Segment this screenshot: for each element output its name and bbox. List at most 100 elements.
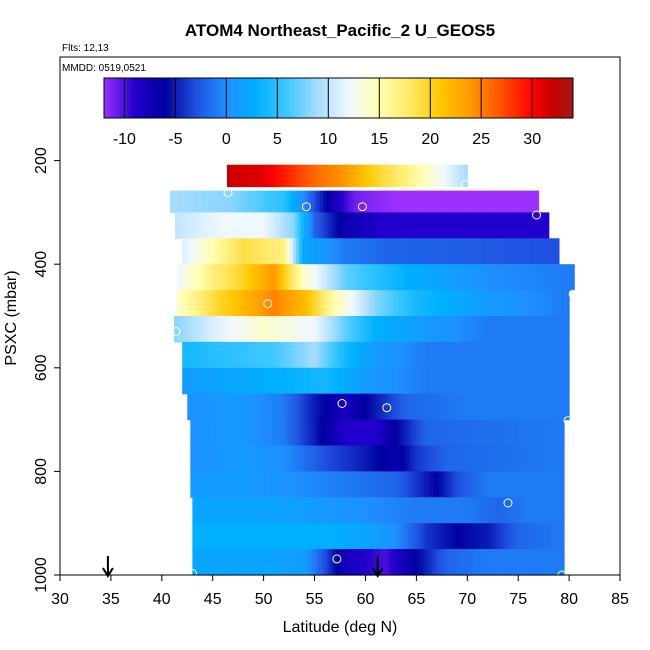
heatmap-cell: [563, 367, 567, 395]
heatmap-cell: [462, 316, 466, 343]
heatmap-cell: [409, 164, 414, 188]
heatmap-cell: [245, 341, 249, 369]
heatmap-cell: [456, 264, 460, 291]
heatmap-cell: [278, 238, 282, 265]
heatmap-cell: [193, 393, 197, 421]
heatmap-cell: [497, 367, 501, 395]
heatmap-cell: [259, 445, 263, 472]
heatmap-cell: [526, 471, 530, 498]
heatmap-cell: [313, 164, 318, 188]
y-tick-label: 1000: [33, 557, 50, 593]
heatmap-cell: [367, 212, 371, 239]
heatmap-cell: [427, 445, 431, 472]
heatmap-cell: [415, 393, 419, 421]
heatmap-cell: [510, 497, 514, 524]
heatmap-cell: [479, 238, 483, 265]
heatmap-cell: [424, 419, 428, 447]
heatmap-cell: [270, 497, 274, 524]
heatmap-cell: [235, 445, 239, 472]
heatmap-cell: [211, 419, 215, 447]
heatmap-cell: [416, 238, 420, 265]
heatmap-cell: [204, 316, 208, 343]
heatmap-cell: [199, 471, 203, 498]
heatmap-cell: [464, 341, 468, 369]
heatmap-cell: [427, 164, 432, 188]
heatmap-cell: [529, 471, 533, 498]
heatmap-cell: [246, 290, 250, 317]
heatmap-band: [190, 471, 565, 498]
heatmap-cell: [501, 264, 505, 291]
heatmap-cell: [174, 316, 178, 343]
heatmap-cell: [205, 419, 209, 447]
heatmap-cell: [427, 471, 431, 498]
heatmap-cell: [514, 445, 518, 472]
heatmap-cell: [269, 238, 273, 265]
heatmap-cell: [269, 367, 273, 395]
heatmap-cell: [331, 212, 335, 239]
heatmap-cell: [421, 471, 425, 498]
heatmap-cell: [395, 367, 399, 395]
heatmap-cell: [457, 471, 461, 498]
heatmap-cell: [172, 190, 177, 213]
heatmap-cell: [361, 419, 365, 447]
heatmap-cell: [241, 190, 246, 213]
heatmap-cell: [434, 367, 438, 395]
heatmap-cell: [551, 341, 555, 369]
heatmap-cell: [407, 367, 411, 395]
heatmap-cell: [377, 341, 381, 369]
heatmap-cell: [457, 393, 461, 421]
heatmap-cell: [392, 341, 396, 369]
heatmap-cell: [237, 497, 241, 524]
heatmap-cell: [207, 497, 211, 524]
heatmap-cell: [404, 341, 408, 369]
heatmap-cell: [452, 341, 456, 369]
heatmap-cell: [417, 290, 421, 317]
heatmap-cell: [330, 549, 334, 576]
heatmap-cell: [418, 419, 422, 447]
heatmap-cell: [477, 290, 481, 317]
heatmap-cell: [298, 393, 302, 421]
heatmap-cell: [218, 341, 222, 369]
heatmap-cell: [306, 316, 310, 343]
heatmap-cell: [406, 471, 410, 498]
heatmap-cell: [369, 264, 373, 291]
data-point: [382, 403, 392, 413]
heatmap-cell: [469, 212, 473, 239]
heatmap-cell: [552, 264, 556, 291]
heatmap-cell: [442, 190, 447, 213]
heatmap-cell: [545, 238, 549, 265]
heatmap-cell: [391, 471, 395, 498]
heatmap-cell: [394, 190, 399, 213]
heatmap-cell: [342, 497, 346, 524]
heatmap-cell: [320, 238, 324, 265]
heatmap-cell: [318, 264, 322, 291]
heatmap-cell: [543, 549, 547, 576]
heatmap-cell: [327, 290, 331, 317]
heatmap-cell: [519, 497, 523, 524]
heatmap-cell: [219, 264, 223, 291]
heatmap-cell: [313, 190, 318, 213]
heatmap-band: [182, 341, 570, 369]
heatmap-cell: [383, 367, 387, 395]
x-tick-label: 80: [560, 591, 578, 608]
heatmap-cell: [566, 341, 570, 369]
heatmap-cell: [220, 419, 224, 447]
heatmap-cell: [436, 393, 440, 421]
heatmap-cell: [456, 497, 460, 524]
heatmap-cell: [331, 393, 335, 421]
heatmap-cell: [206, 367, 210, 395]
heatmap-cell: [528, 316, 532, 343]
heatmap-cell: [280, 164, 285, 188]
heatmap-cell: [444, 497, 448, 524]
heatmap-cell: [442, 164, 447, 188]
heatmap-cell: [404, 367, 408, 395]
heatmap-cell: [400, 445, 404, 472]
heatmap-cell: [556, 393, 560, 421]
heatmap-cell: [388, 212, 392, 239]
heatmap-cell: [513, 290, 517, 317]
heatmap-cell: [425, 341, 429, 369]
heatmap-cell: [230, 341, 234, 369]
heatmap-cell: [472, 212, 476, 239]
heatmap-cell: [283, 190, 288, 213]
heatmap-cell: [286, 164, 291, 188]
